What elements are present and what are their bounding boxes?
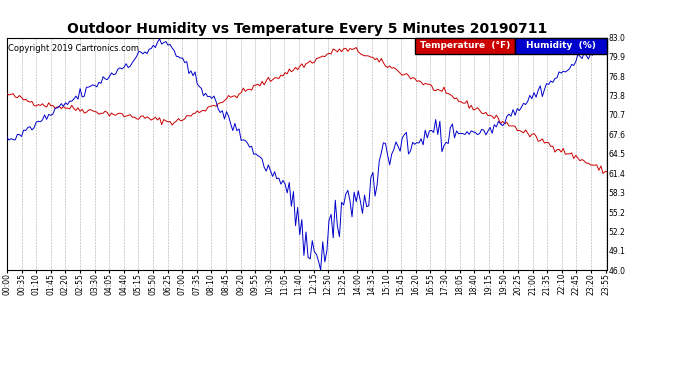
Text: Copyright 2019 Cartronics.com: Copyright 2019 Cartronics.com — [8, 45, 139, 54]
Title: Outdoor Humidity vs Temperature Every 5 Minutes 20190711: Outdoor Humidity vs Temperature Every 5 … — [67, 22, 547, 36]
